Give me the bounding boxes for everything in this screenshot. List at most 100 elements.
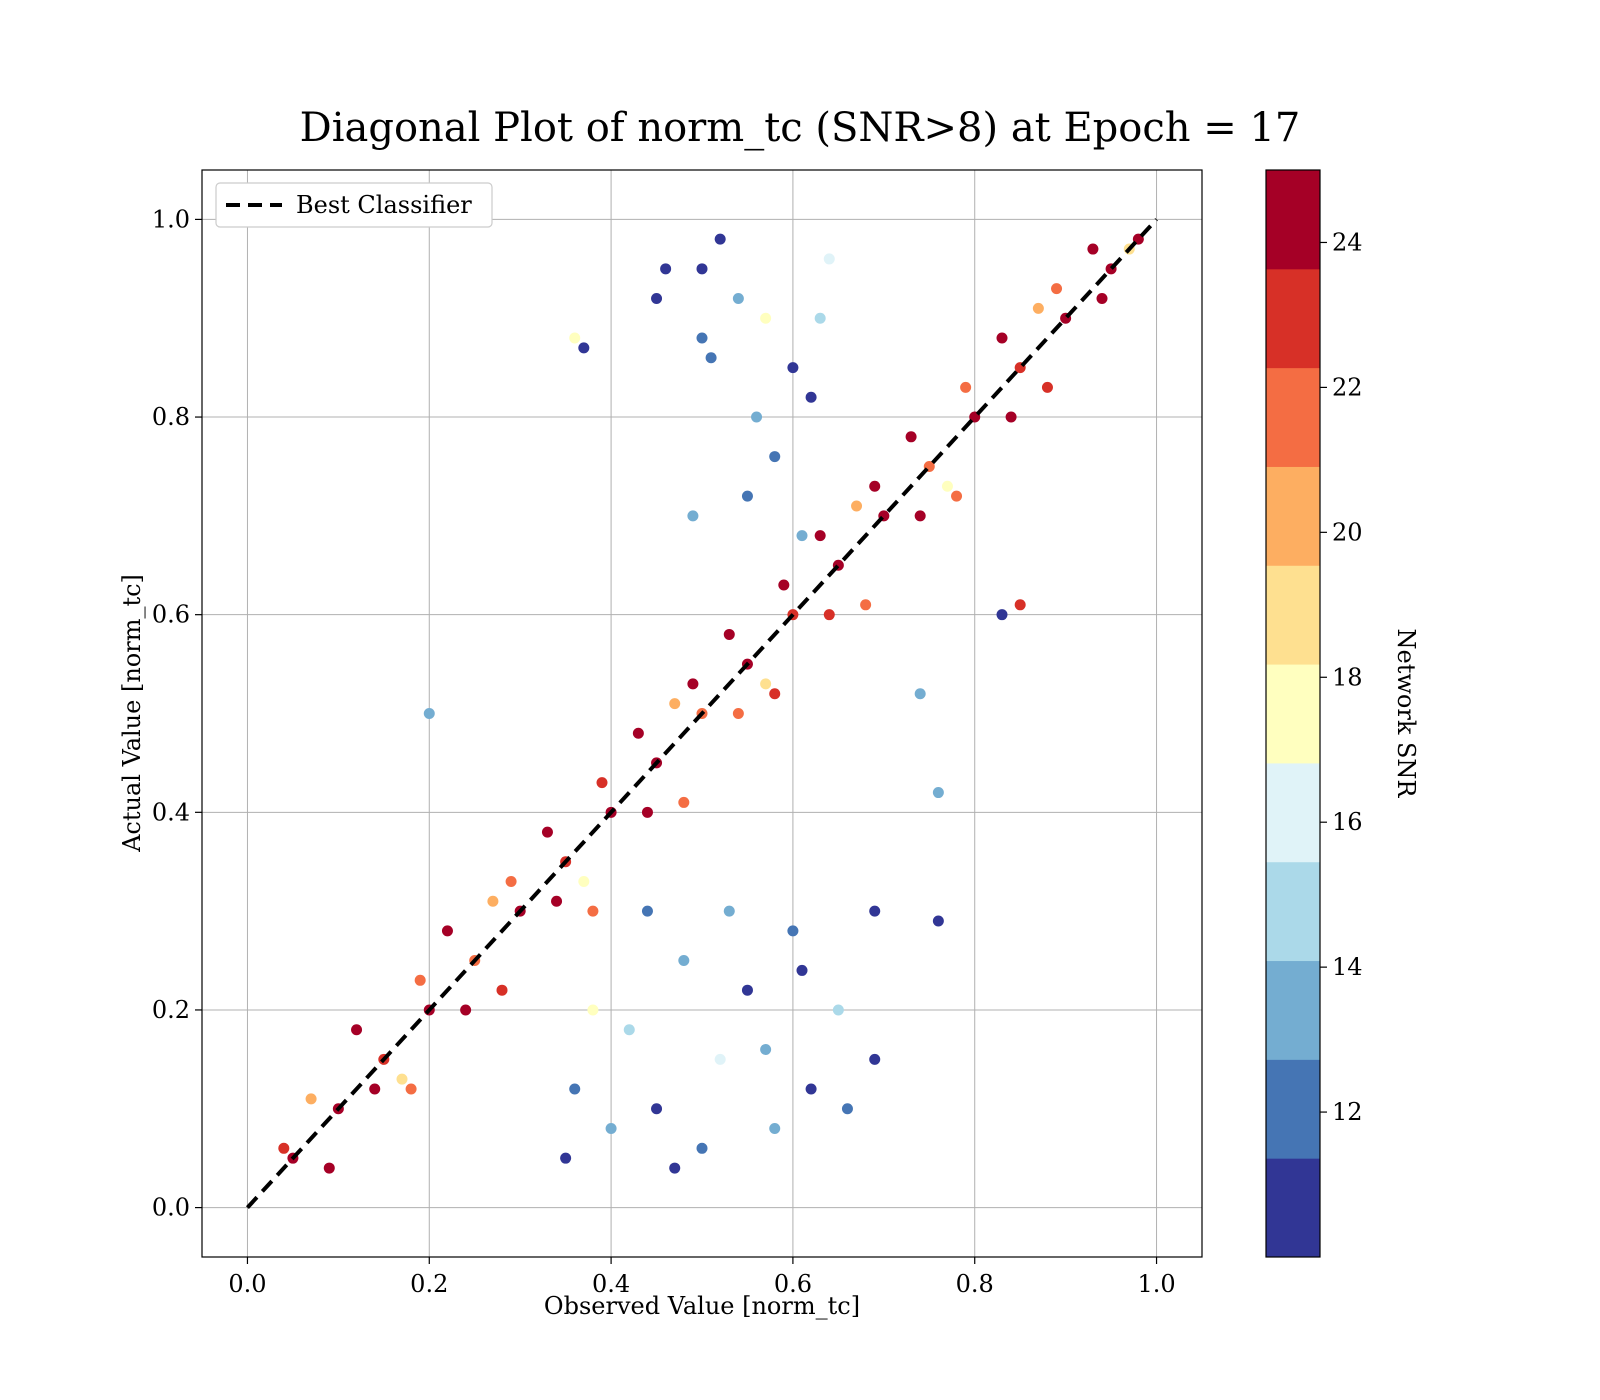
scatter-point — [405, 1083, 417, 1095]
scatter-point — [796, 530, 808, 542]
scatter-point — [1005, 411, 1017, 423]
colorbar-band — [1266, 664, 1320, 764]
scatter-point — [914, 510, 926, 522]
scatter-point — [869, 480, 881, 492]
scatter-point — [760, 312, 772, 324]
scatter-point — [596, 777, 608, 789]
scatter-point — [623, 1024, 635, 1036]
scatter-point — [932, 787, 944, 799]
colorbar-band — [1266, 466, 1320, 566]
colorbar-band — [1266, 1059, 1320, 1159]
scatter-point — [487, 895, 499, 907]
scatter-point — [814, 530, 826, 542]
scatter-point — [741, 984, 753, 996]
legend-box — [215, 182, 493, 228]
colorbar-tick-label: 20 — [1332, 518, 1363, 546]
y-tick-label: 0.2 — [152, 996, 190, 1024]
scatter-point — [505, 875, 517, 887]
scatter-point — [851, 500, 863, 512]
colorbar-band — [1266, 1158, 1320, 1258]
scatter-point — [860, 599, 872, 611]
scatter-point — [678, 955, 690, 967]
colorbar-band — [1266, 170, 1320, 270]
scatter-point — [560, 1152, 572, 1164]
scatter-point — [723, 905, 735, 917]
scatter-point — [660, 263, 672, 275]
colorbar-tick-label: 12 — [1332, 1098, 1363, 1126]
scatter-point — [578, 342, 590, 354]
scatter-point — [823, 253, 835, 265]
colorbar-tick-label: 16 — [1332, 808, 1363, 836]
y-axis-ticks: 0.0 0.2 0.4 0.6 0.8 1.0 — [152, 205, 202, 1222]
colorbar-border — [1265, 169, 1321, 1258]
scatter-point — [641, 806, 653, 818]
scatter-point — [778, 579, 790, 591]
scatter-point — [1096, 292, 1108, 304]
scatter-point — [705, 352, 717, 364]
colorbar-tick-label: 18 — [1332, 663, 1363, 691]
x-tick-label: 0.4 — [592, 1270, 630, 1298]
scatter-point — [696, 263, 708, 275]
scatter-point — [305, 1093, 317, 1105]
scatter-point — [805, 1083, 817, 1095]
scatter-point — [941, 480, 953, 492]
scatter-point — [723, 628, 735, 640]
scatter-point — [796, 964, 808, 976]
scatter-point — [869, 905, 881, 917]
scatter-point — [769, 688, 781, 700]
scatter-point — [932, 915, 944, 927]
colorbar-band — [1266, 565, 1320, 665]
scatter-point — [569, 332, 581, 344]
colorbar-tick-label: 24 — [1332, 228, 1363, 256]
scatter-point — [651, 292, 663, 304]
y-tick-label: 1.0 — [152, 205, 190, 233]
scatter-point — [441, 925, 453, 937]
scatter-point — [769, 451, 781, 463]
x-tick-label: 0.8 — [956, 1270, 994, 1298]
scatter-point — [651, 1103, 663, 1115]
scatter-point — [678, 796, 690, 808]
scatter-point — [1051, 283, 1063, 295]
colorbar-label: Network SNR — [1392, 629, 1420, 799]
chart-title: Diagonal Plot of norm_tc (SNR>8) at Epoc… — [300, 105, 1301, 151]
y-tick-label: 0.8 — [152, 403, 190, 431]
colorbar-band — [1266, 762, 1320, 863]
scatter-point — [732, 708, 744, 719]
colorbar-tick-label: 14 — [1332, 953, 1363, 981]
scatter-point — [823, 609, 835, 621]
x-axis-label: Observed Value [norm_tc] — [544, 1292, 860, 1320]
scatter-point — [951, 490, 963, 502]
colorbar-bands — [1266, 170, 1320, 1258]
x-tick-label: 0.0 — [228, 1270, 266, 1298]
scatter-point — [696, 332, 708, 344]
scatter-point — [587, 1004, 599, 1016]
scatter-point — [760, 1043, 772, 1055]
scatter-point — [741, 490, 753, 502]
scatter-point — [396, 1073, 408, 1085]
scatter-point — [869, 1053, 881, 1065]
x-tick-label: 1.0 — [1137, 1270, 1175, 1298]
scatter-point — [641, 905, 653, 917]
scatter-point — [814, 312, 826, 324]
scatter-point — [1014, 599, 1026, 611]
y-axis-label: Actual Value [norm_tc] — [118, 574, 146, 853]
colorbar-band — [1266, 268, 1320, 369]
scatter-point — [323, 1162, 335, 1174]
scatter-point — [605, 1123, 617, 1135]
scatter-point — [541, 826, 553, 838]
colorbar-band — [1266, 960, 1320, 1060]
colorbar-band — [1266, 861, 1320, 962]
scatter-point — [696, 1142, 708, 1154]
colorbar: 12 14 16 18 20 22 24 Network SNR — [1265, 169, 1420, 1258]
scatter-point — [841, 1103, 853, 1115]
scatter-point — [278, 1142, 290, 1154]
y-tick-label: 0.6 — [152, 601, 190, 629]
scatter-point — [687, 678, 699, 690]
y-tick-label: 0.4 — [152, 798, 190, 826]
scatter-point — [787, 362, 799, 374]
x-tick-label: 0.2 — [410, 1270, 448, 1298]
scatter-point — [732, 292, 744, 304]
scatter-point — [787, 925, 799, 937]
scatter-point — [996, 332, 1008, 344]
